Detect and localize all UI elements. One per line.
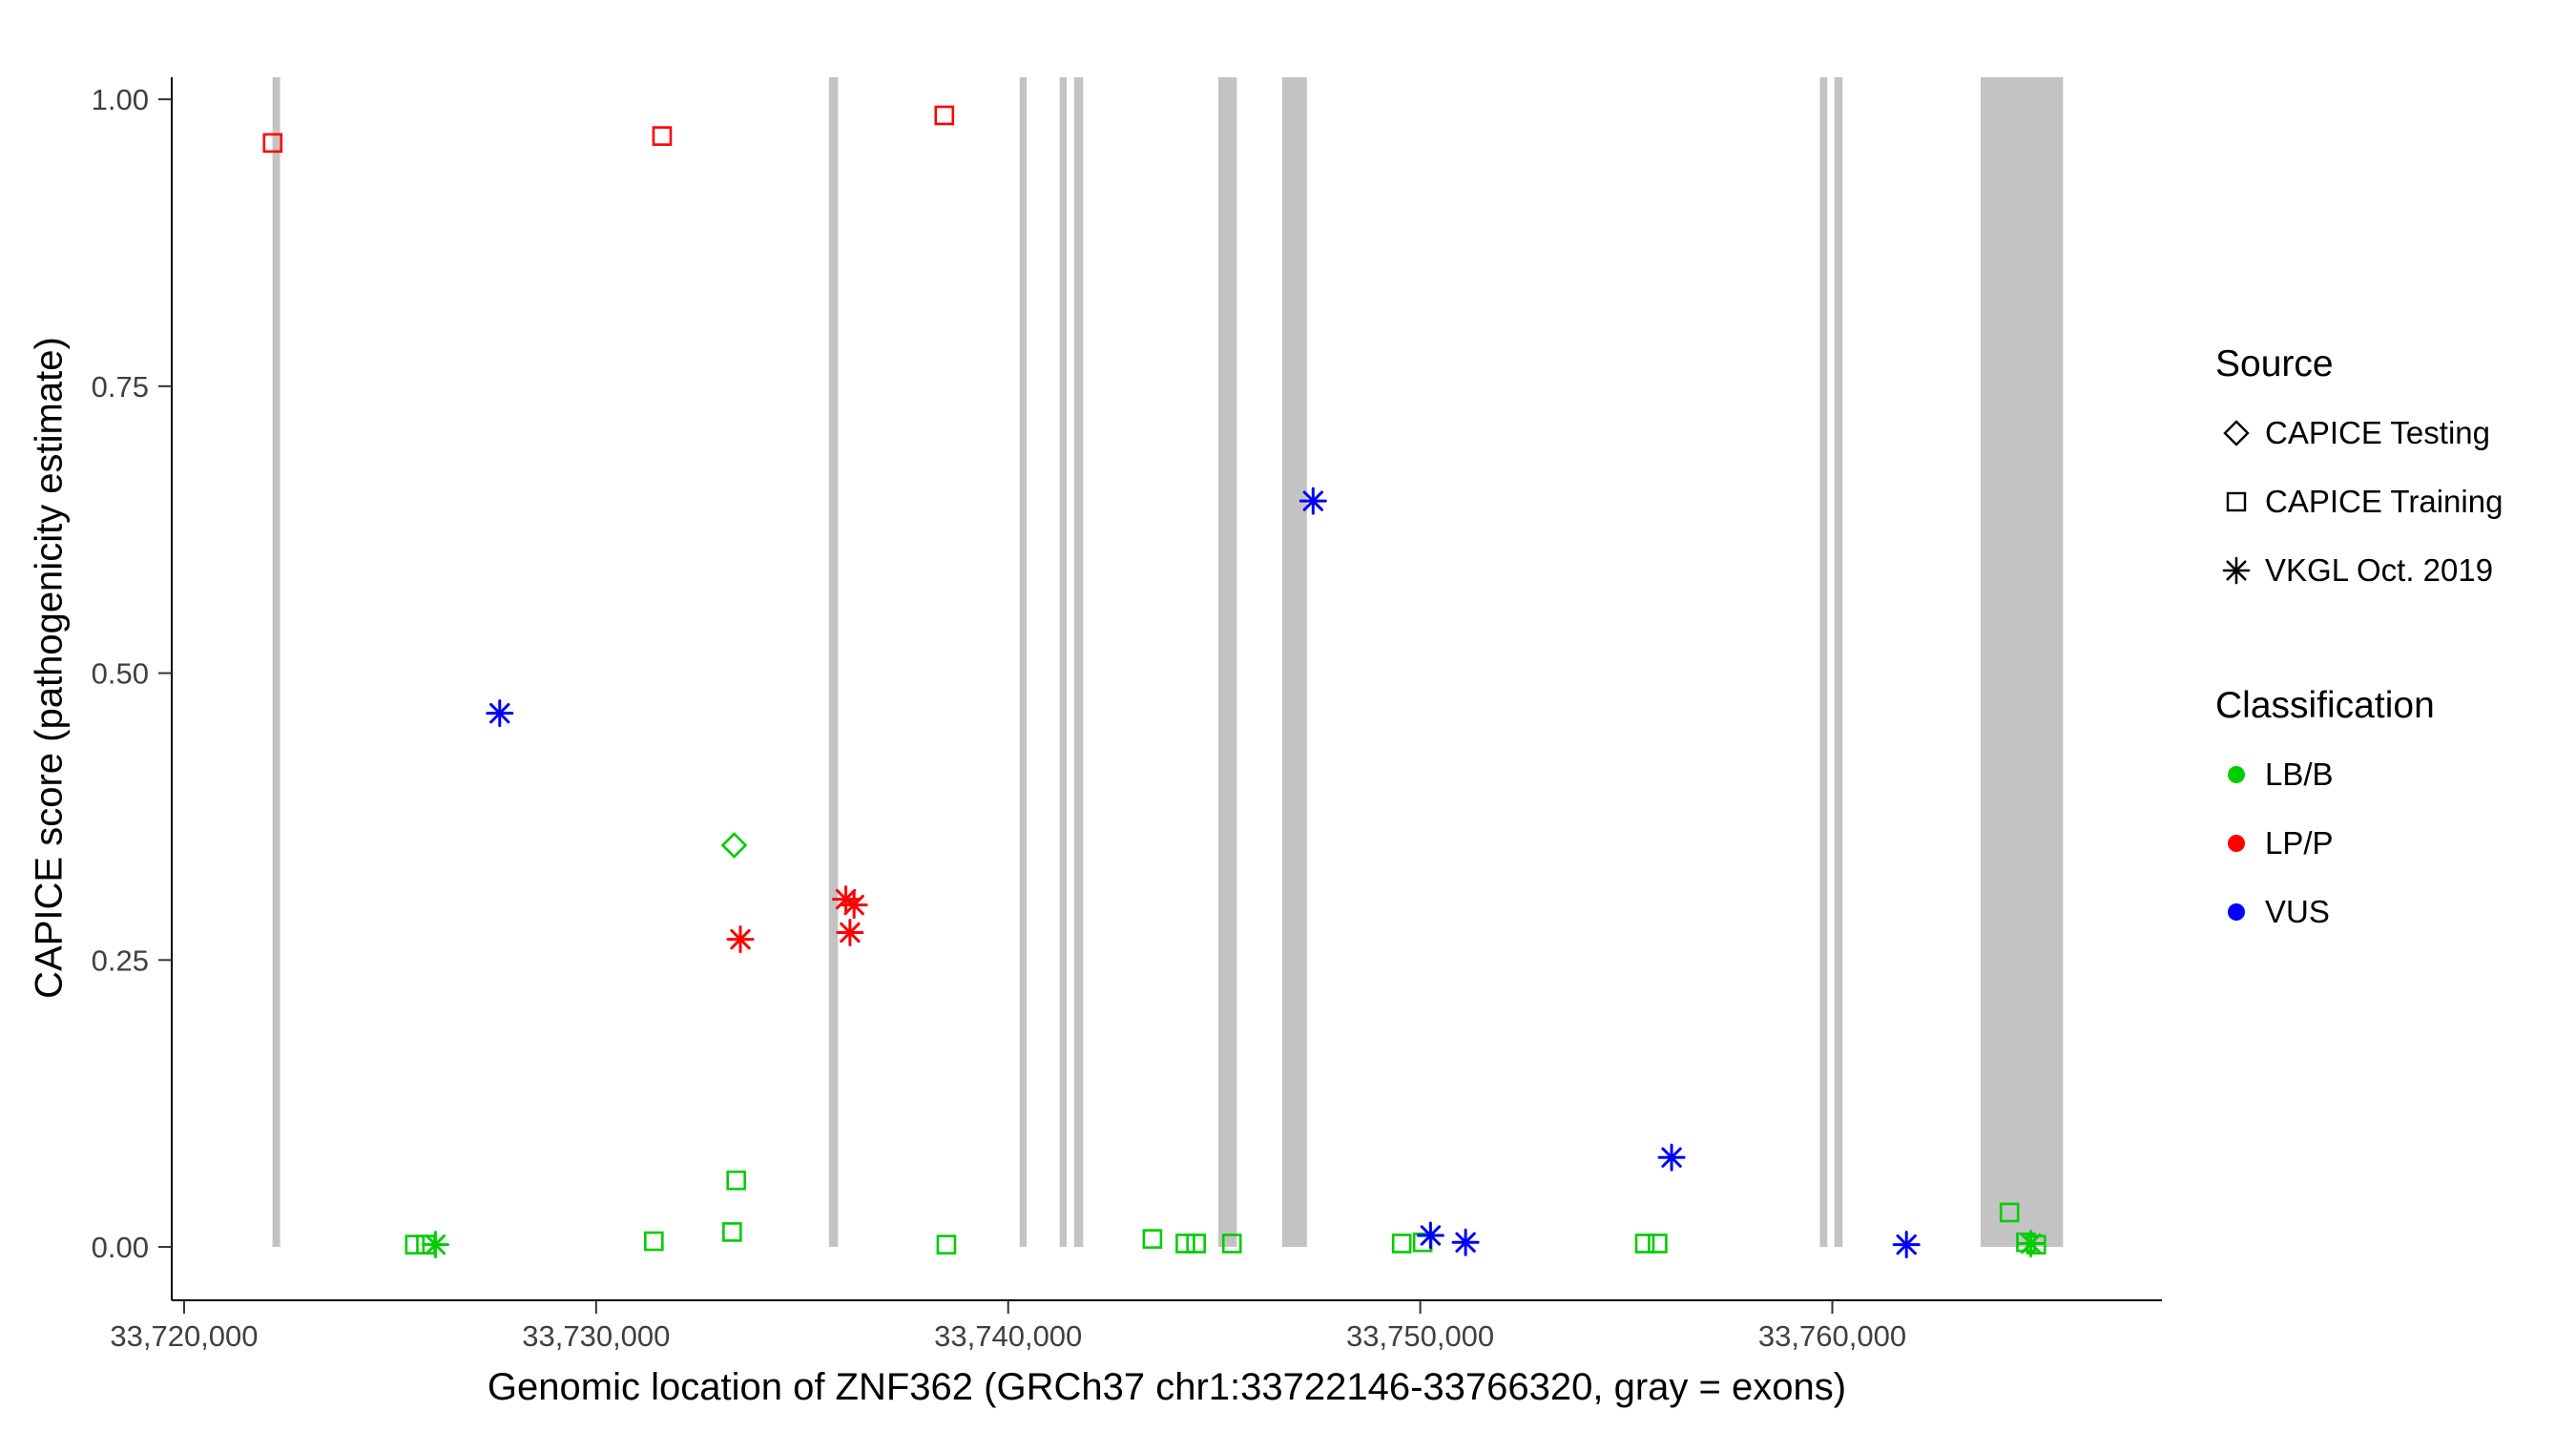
y-tick-label: 0.75 xyxy=(92,370,149,404)
x-tick-label: 33,760,000 xyxy=(1758,1319,1906,1353)
data-point-asterisk xyxy=(836,918,864,946)
legend-group-source: Source CAPICE Testing CAPICE Training xyxy=(2215,343,2503,605)
data-point-asterisk xyxy=(1892,1231,1921,1259)
green-dot-icon xyxy=(2215,754,2257,796)
exon-band xyxy=(1819,77,1828,1248)
data-point-square xyxy=(1142,1229,1163,1249)
y-tick-label: 0.00 xyxy=(92,1231,149,1264)
legend-classification-title: Classification xyxy=(2215,685,2435,726)
red-dot-icon xyxy=(2215,822,2257,864)
legend-item-capice-training: CAPICE Training xyxy=(2215,467,2503,536)
data-point-square xyxy=(1221,1234,1242,1254)
legend: Source CAPICE Testing CAPICE Training xyxy=(2215,343,2503,946)
data-point-square xyxy=(726,1170,746,1191)
y-tick-label: 0.25 xyxy=(92,944,149,977)
x-tick-label: 33,720,000 xyxy=(110,1319,258,1353)
exon-band xyxy=(828,77,839,1248)
x-tick-label: 33,730,000 xyxy=(522,1319,670,1353)
data-point-asterisk xyxy=(1416,1221,1444,1250)
legend-item-capice-testing: CAPICE Testing xyxy=(2215,399,2503,467)
data-point-square xyxy=(1634,1234,1655,1254)
asterisk-icon xyxy=(2215,550,2257,591)
legend-item-vus: VUS xyxy=(2215,878,2503,946)
data-point-square xyxy=(1648,1234,1668,1254)
legend-item-lpp: LP/P xyxy=(2215,809,2503,878)
y-tick-label: 1.00 xyxy=(92,83,149,116)
data-point-asterisk xyxy=(840,891,868,920)
x-tick-label: 33,740,000 xyxy=(934,1319,1082,1353)
legend-item-label: VKGL Oct. 2019 xyxy=(2265,552,2494,588)
data-point-square xyxy=(644,1231,664,1252)
exon-band xyxy=(1834,77,1843,1248)
legend-item-label: LP/P xyxy=(2265,825,2334,861)
legend-item-label: CAPICE Training xyxy=(2265,484,2503,519)
legend-item-vkgl: VKGL Oct. 2019 xyxy=(2215,536,2503,605)
data-point-diamond xyxy=(720,832,748,859)
exon-band xyxy=(1980,77,2064,1248)
legend-item-label: LB/B xyxy=(2265,757,2334,792)
blue-dot-icon xyxy=(2215,891,2257,933)
data-point-square xyxy=(1186,1234,1206,1254)
exon-band xyxy=(272,77,280,1248)
exon-band xyxy=(1019,77,1028,1248)
data-point-asterisk xyxy=(726,925,755,954)
data-point-square xyxy=(262,133,283,154)
exon-band xyxy=(1059,77,1068,1248)
diamond-icon xyxy=(2215,412,2257,454)
data-point-square xyxy=(1391,1234,1412,1254)
exon-band xyxy=(1073,77,1084,1248)
exon-band xyxy=(1281,77,1307,1248)
data-point-asterisk xyxy=(1298,487,1327,515)
data-point-asterisk xyxy=(486,699,514,728)
data-point-asterisk xyxy=(832,885,861,914)
legend-item-lbb: LB/B xyxy=(2215,740,2503,809)
exon-band xyxy=(1217,77,1237,1248)
data-point-square xyxy=(652,126,673,146)
data-point-asterisk xyxy=(1657,1143,1686,1172)
legend-item-label: VUS xyxy=(2265,894,2330,929)
data-point-square xyxy=(934,105,955,126)
data-point-square xyxy=(936,1234,957,1255)
data-point-asterisk xyxy=(2017,1229,2046,1257)
data-point-square xyxy=(1175,1234,1195,1254)
data-point-asterisk xyxy=(421,1231,449,1259)
y-axis-title: CAPICE score (pathogenicity estimate) xyxy=(28,337,71,999)
y-tick-label: 0.50 xyxy=(92,657,149,691)
legend-source-title: Source xyxy=(2215,343,2334,384)
data-point-square xyxy=(722,1222,742,1242)
square-icon xyxy=(2215,481,2257,523)
data-point-square xyxy=(405,1234,426,1255)
data-point-asterisk xyxy=(1451,1228,1480,1256)
x-axis-title: Genomic location of ZNF362 (GRCh37 chr1:… xyxy=(487,1366,1847,1408)
x-tick-label: 33,750,000 xyxy=(1346,1319,1494,1353)
data-point-square xyxy=(1999,1202,2020,1223)
legend-item-label: CAPICE Testing xyxy=(2265,415,2490,450)
legend-group-classification: Classification LB/B LP/P xyxy=(2215,685,2503,946)
